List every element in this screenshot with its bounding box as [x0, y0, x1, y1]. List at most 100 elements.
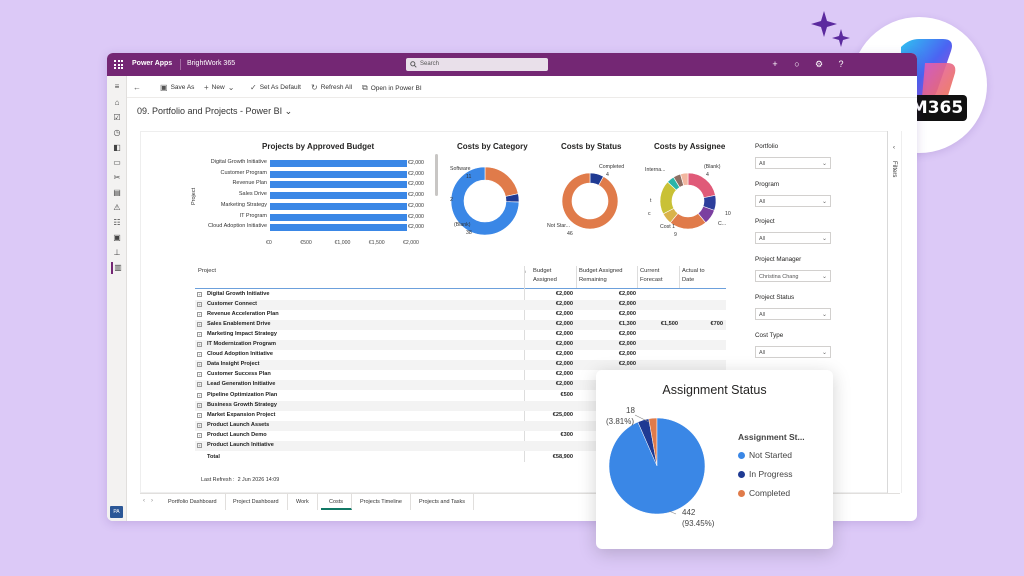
area-switcher[interactable]: PA — [110, 506, 123, 518]
expand-icon[interactable]: + — [197, 352, 202, 358]
help-icon[interactable]: ? — [838, 59, 844, 69]
tab-portfolio-dashboard[interactable]: Portfolio Dashboard — [160, 494, 226, 510]
bar[interactable] — [270, 192, 407, 200]
table-row[interactable]: + Product Launch Initiative — [195, 440, 726, 451]
table-row[interactable]: + Product Launch Assets — [195, 420, 726, 431]
filter-select[interactable]: Christina Chang ⌄ — [755, 270, 831, 283]
filters-pane-toggle[interactable]: ‹ Filters — [887, 131, 901, 493]
tab-projects-timeline[interactable]: Projects Timeline — [352, 494, 411, 510]
legend-item-completed[interactable]: Completed — [738, 488, 790, 498]
tab-work[interactable]: Work — [288, 494, 318, 510]
chevron-down-icon: ⌄ — [227, 83, 235, 92]
col-project[interactable]: Project — [198, 268, 217, 274]
open-power-bi-button[interactable]: ⧉ Open in Power BI — [362, 83, 422, 93]
filter-value: All — [759, 198, 766, 205]
list-icon[interactable]: ☷ — [113, 218, 121, 227]
add-icon[interactable]: + — [772, 59, 778, 69]
app-launcher-icon[interactable] — [114, 60, 123, 69]
save-as-button[interactable]: ▣ Save As — [160, 83, 194, 92]
expand-icon[interactable]: + — [197, 412, 202, 418]
table-row[interactable]: + Digital Growth Initiative €2,000 €2,000 — [195, 290, 726, 300]
tab-prev-icon[interactable]: ‹ — [143, 498, 145, 504]
category-donut-slice[interactable] — [484, 166, 519, 197]
tab-costs[interactable]: Costs — [321, 494, 353, 510]
expand-icon[interactable]: + — [197, 302, 202, 308]
filter-select[interactable]: All ⌄ — [755, 232, 831, 245]
environment-name[interactable]: BrightWork 365 — [187, 60, 236, 67]
expand-icon[interactable]: + — [197, 422, 202, 428]
chart-scrollbar[interactable] — [435, 154, 438, 196]
briefcase-icon[interactable]: ▣ — [113, 233, 121, 242]
expand-icon[interactable]: + — [197, 322, 202, 328]
new-button[interactable]: + New ⌄ — [204, 83, 234, 92]
assignee-donut-slice[interactable] — [687, 172, 716, 199]
bar[interactable] — [270, 160, 407, 167]
filter-select[interactable]: All ⌄ — [755, 345, 831, 358]
lightbulb-icon[interactable]: ○ — [794, 59, 800, 69]
table-row[interactable]: + Sales Enablement Drive €2,000 €1,300 €1,50… — [195, 320, 726, 331]
expand-icon[interactable]: + — [197, 392, 202, 398]
bar[interactable] — [270, 181, 407, 189]
legend-item-not-started[interactable]: Not Started — [738, 450, 792, 460]
assignment-pie-slice[interactable] — [608, 417, 706, 515]
table-row[interactable]: + Data Insight Project €2,000 €2,000 — [195, 360, 726, 371]
col-actual-to-date[interactable]: Actual to Date — [682, 268, 705, 283]
app-name[interactable]: Power Apps — [132, 60, 173, 67]
search-input[interactable]: Search — [406, 58, 548, 71]
settings-icon[interactable]: ⚙ — [814, 59, 824, 69]
expand-icon[interactable]: + — [197, 342, 202, 348]
bar[interactable] — [270, 213, 407, 221]
table-row[interactable]: + Business Growth Strategy — [195, 400, 726, 411]
assignee-donut-slice[interactable] — [680, 172, 689, 186]
tab-project-dashboard[interactable]: Project Dashboard — [225, 494, 288, 510]
page-title[interactable]: 09. Portfolio and Projects - Power BI ⌄ — [137, 106, 292, 117]
back-button[interactable]: ← — [133, 83, 141, 92]
filter-select[interactable]: All ⌄ — [755, 194, 831, 207]
menu-icon[interactable]: ≡ — [114, 82, 120, 91]
project-name-cell: Data Insight Project — [207, 361, 260, 368]
expand-icon[interactable]: + — [197, 382, 202, 388]
col-current-forecast[interactable]: Current Forecast — [640, 268, 663, 283]
home-icon[interactable]: ⌂ — [114, 98, 120, 107]
category-donut-slice[interactable] — [450, 166, 520, 236]
checkbox-icon[interactable]: ☑ — [113, 113, 121, 122]
col-budget-remaining[interactable]: Budget Assigned Remaining — [579, 268, 623, 283]
document-icon[interactable]: ▤ — [113, 188, 121, 197]
tab-projects-and-tasks[interactable]: Projects and Tasks — [411, 494, 475, 510]
status-donut-slice[interactable] — [561, 172, 619, 230]
chart-icon[interactable]: ▥ — [111, 262, 123, 274]
warning-icon[interactable]: ⚠ — [113, 203, 121, 212]
project-name-cell: Customer Connect — [207, 301, 258, 308]
filter-label: Program — [755, 180, 780, 188]
expand-icon[interactable]: + — [197, 372, 202, 378]
inbox-icon[interactable]: ▭ — [113, 158, 121, 167]
tab-next-icon[interactable]: › — [151, 498, 153, 504]
expand-icon[interactable]: + — [197, 442, 202, 448]
expand-icon[interactable]: + — [197, 332, 202, 338]
table-row[interactable]: + Revenue Acceleration Plan €2,000 €2,000 — [195, 310, 726, 320]
org-icon[interactable]: ⊥ — [113, 248, 121, 257]
expand-icon[interactable]: + — [197, 362, 202, 368]
bar[interactable] — [270, 202, 407, 210]
table-row[interactable]: + Cloud Adoption Initiative €2,000 €2,000 — [195, 350, 726, 360]
filter-select[interactable]: All ⌄ — [755, 157, 831, 169]
table-row[interactable]: + Marketing Impact Strategy €2,000 €2,000 — [195, 330, 726, 340]
expand-icon[interactable]: + — [197, 402, 202, 408]
table-row[interactable]: + IT Modernization Program €2,000 €2,000 — [195, 340, 726, 351]
expand-icon[interactable]: + — [197, 312, 202, 318]
set-default-button[interactable]: ✓ Set As Default — [250, 83, 301, 92]
bar[interactable] — [270, 224, 407, 232]
refresh-all-button[interactable]: ↻ Refresh All — [311, 83, 352, 92]
expand-icon[interactable]: + — [197, 432, 202, 438]
clock-icon[interactable]: ◷ — [113, 128, 121, 137]
sort-icon[interactable]: ↕ — [524, 269, 526, 274]
portfolio-icon[interactable]: ◧ — [113, 143, 121, 152]
filter-select[interactable]: All ⌄ — [755, 307, 831, 320]
table-row[interactable]: + Customer Connect €2,000 €2,000 — [195, 300, 726, 311]
tools-icon[interactable]: ✂ — [113, 173, 121, 182]
bar[interactable] — [270, 170, 407, 178]
expand-icon[interactable]: + — [197, 292, 202, 297]
legend-item-in-progress[interactable]: In Progress — [738, 469, 792, 479]
col-budget-assigned[interactable]: Budget Assigned — [533, 268, 557, 283]
